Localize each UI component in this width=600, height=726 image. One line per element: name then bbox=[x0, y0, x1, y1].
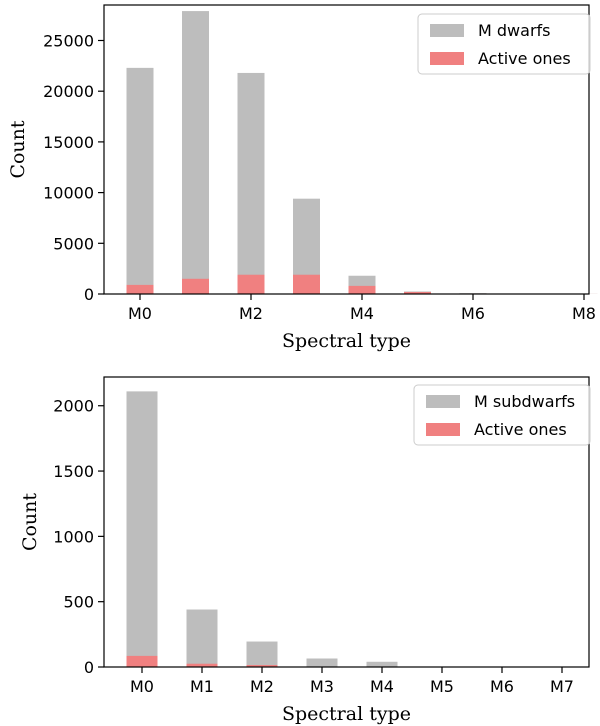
legend-swatch-active bbox=[426, 423, 460, 436]
axis-ticks: 0 5000 10000 15000 20000 25000 M0 M2 M4 M6 M8 bbox=[43, 31, 596, 323]
bars-group bbox=[126, 391, 578, 667]
bar-active-M4 bbox=[348, 285, 376, 294]
y-tick-label: 25000 bbox=[43, 31, 94, 50]
bar-total-M1 bbox=[182, 11, 209, 295]
bar-active-M5 bbox=[404, 291, 431, 294]
y-tick-label: 15000 bbox=[43, 133, 94, 152]
axis-ticks: 0 500 1000 1500 2000 M0 M1 M2 M3 M4 M5 M6 M7 bbox=[53, 397, 574, 696]
x-tick-label: M2 bbox=[239, 304, 263, 323]
legend-label-active: Active ones bbox=[474, 420, 567, 439]
y-tick-label: 0 bbox=[84, 285, 94, 304]
x-tick-label: M2 bbox=[250, 677, 274, 696]
y-tick-label: 2000 bbox=[53, 397, 94, 416]
legend-swatch-m-subdwarfs bbox=[426, 395, 460, 408]
y-tick-label: 10000 bbox=[43, 184, 94, 203]
bar-total-M2 bbox=[237, 72, 265, 294]
x-axis-label: Spectral type bbox=[282, 703, 411, 725]
x-tick-label: M6 bbox=[490, 677, 514, 696]
plot-frame bbox=[103, 4, 590, 295]
y-axis-label: Count bbox=[7, 120, 29, 178]
bar-active-M3 bbox=[293, 274, 320, 294]
bar-active-M0 bbox=[126, 655, 158, 667]
bar-active-M1 bbox=[186, 663, 218, 667]
chart-m-subdwarfs: 0 500 1000 1500 2000 M0 M1 M2 M3 M4 M5 M6 M7 Spectra… bbox=[19, 376, 591, 725]
y-axis-label: Count bbox=[19, 493, 41, 551]
bar-total-M2 bbox=[246, 641, 278, 667]
bar-active-M2 bbox=[237, 274, 265, 294]
legend-label-m-dwarfs: M dwarfs bbox=[478, 21, 550, 40]
y-tick-label: 1500 bbox=[53, 462, 94, 481]
x-tick-label: M4 bbox=[350, 304, 374, 323]
x-tick-label: M3 bbox=[310, 677, 334, 696]
x-tick-label: M1 bbox=[190, 677, 214, 696]
bar-total-M4 bbox=[366, 661, 398, 667]
bars-group bbox=[126, 11, 598, 295]
x-axis-label: Spectral type bbox=[282, 330, 411, 352]
bar-total-M3 bbox=[306, 658, 338, 667]
legend-swatch-m-dwarfs bbox=[430, 24, 464, 37]
y-tick-label: 1000 bbox=[53, 527, 94, 546]
legend-label-m-subdwarfs: M subdwarfs bbox=[474, 392, 575, 411]
x-tick-label: M5 bbox=[430, 677, 454, 696]
y-tick-label: 0 bbox=[84, 658, 94, 677]
legend-swatch-active bbox=[430, 52, 464, 65]
bar-active-M1 bbox=[182, 278, 209, 294]
bar-total-M0 bbox=[126, 67, 154, 294]
legend-label-active: Active ones bbox=[478, 49, 571, 68]
x-tick-label: M4 bbox=[370, 677, 394, 696]
legend: M subdwarfs Active ones bbox=[413, 384, 591, 446]
legend: M dwarfs Active ones bbox=[417, 13, 591, 75]
bar-total-M1 bbox=[186, 609, 218, 667]
x-tick-label: M0 bbox=[128, 304, 152, 323]
y-tick-label: 5000 bbox=[53, 234, 94, 253]
y-tick-label: 500 bbox=[63, 593, 94, 612]
bar-active-M0 bbox=[126, 284, 154, 294]
bar-active-M2 bbox=[246, 665, 278, 667]
plot-frame bbox=[103, 376, 590, 668]
x-tick-label: M8 bbox=[572, 304, 596, 323]
x-tick-label: M6 bbox=[461, 304, 485, 323]
y-tick-label: 20000 bbox=[43, 82, 94, 101]
bar-total-M0 bbox=[126, 391, 158, 667]
x-tick-label: M0 bbox=[130, 677, 154, 696]
chart-m-dwarfs: 0 5000 10000 15000 20000 25000 M0 M2 M4 M6 M8 Spec… bbox=[7, 4, 598, 352]
x-tick-label: M7 bbox=[550, 677, 574, 696]
